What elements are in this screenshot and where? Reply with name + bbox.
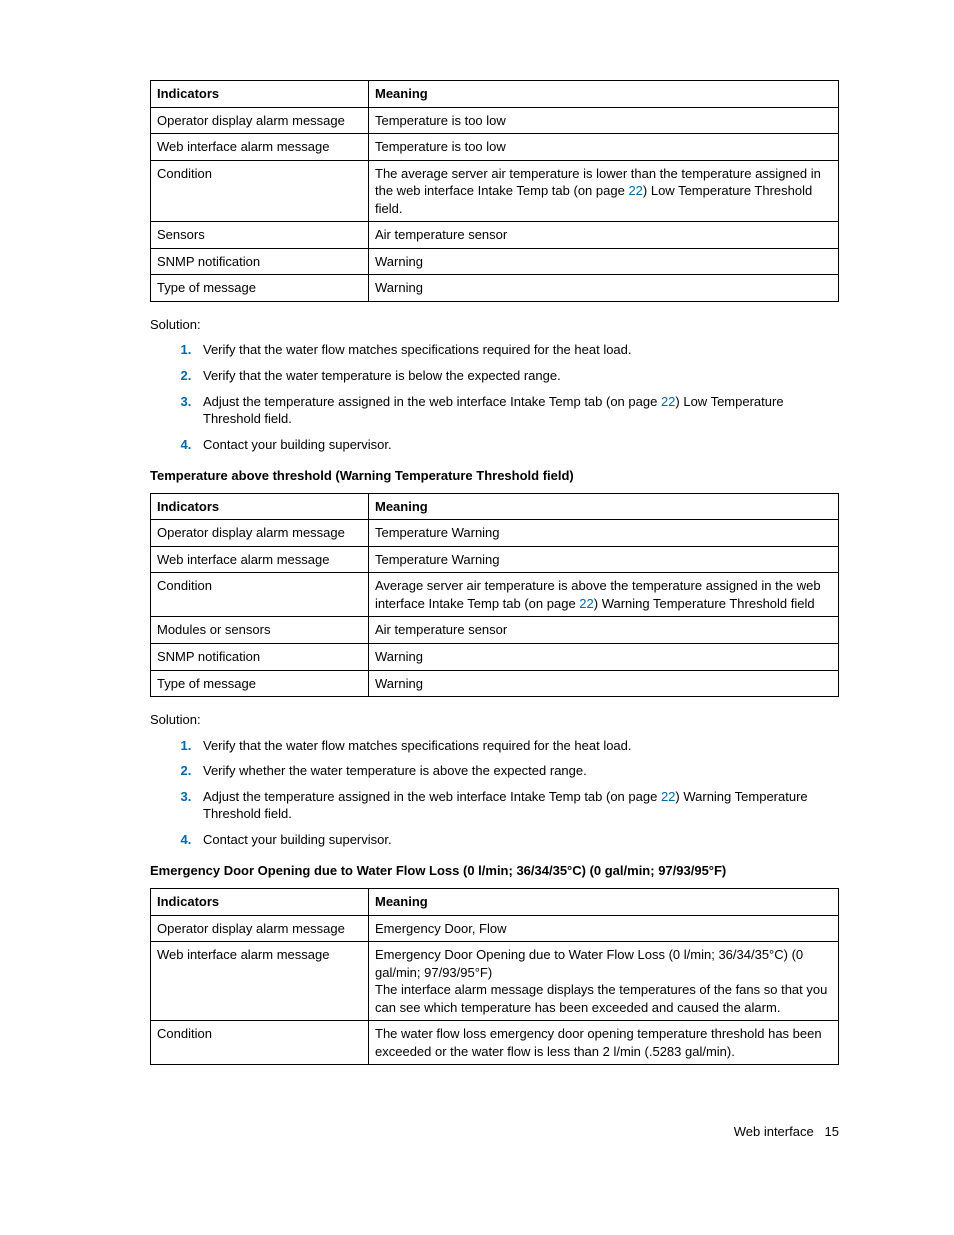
list-item: Adjust the temperature assigned in the w… bbox=[195, 788, 839, 823]
table-row: Modules or sensorsAir temperature sensor bbox=[151, 617, 839, 644]
footer-page: 15 bbox=[825, 1124, 839, 1139]
table-row: SNMP notificationWarning bbox=[151, 644, 839, 671]
th-meaning: Meaning bbox=[369, 888, 839, 915]
page-link[interactable]: 22 bbox=[661, 789, 675, 804]
page-link[interactable]: 22 bbox=[661, 394, 675, 409]
indicators-table-1: Indicators Meaning Operator display alar… bbox=[150, 80, 839, 302]
th-indicators: Indicators bbox=[151, 888, 369, 915]
table-row: Operator display alarm messageEmergency … bbox=[151, 915, 839, 942]
table-row: Type of messageWarning bbox=[151, 670, 839, 697]
page-link[interactable]: 22 bbox=[628, 183, 642, 198]
solution-list-1: Verify that the water flow matches speci… bbox=[150, 341, 839, 453]
list-item: Adjust the temperature assigned in the w… bbox=[195, 393, 839, 428]
section-heading: Temperature above threshold (Warning Tem… bbox=[150, 467, 839, 485]
section-heading: Emergency Door Opening due to Water Flow… bbox=[150, 862, 839, 880]
th-indicators: Indicators bbox=[151, 81, 369, 108]
list-item: Verify that the water flow matches speci… bbox=[195, 341, 839, 359]
page-link[interactable]: 22 bbox=[579, 596, 593, 611]
solution-list-2: Verify that the water flow matches speci… bbox=[150, 737, 839, 849]
list-item: Verify that the water temperature is bel… bbox=[195, 367, 839, 385]
table-row: Operator display alarm messageTemperatur… bbox=[151, 107, 839, 134]
table-row: Web interface alarm messageTemperature W… bbox=[151, 546, 839, 573]
list-item: Contact your building supervisor. bbox=[195, 436, 839, 454]
table-row: ConditionThe average server air temperat… bbox=[151, 160, 839, 222]
table-row: ConditionAverage server air temperature … bbox=[151, 573, 839, 617]
solution-label: Solution: bbox=[150, 316, 839, 334]
table-row: ConditionThe water flow loss emergency d… bbox=[151, 1021, 839, 1065]
table-row: Type of messageWarning bbox=[151, 275, 839, 302]
table-row: Operator display alarm messageTemperatur… bbox=[151, 520, 839, 547]
footer-label: Web interface bbox=[734, 1124, 814, 1139]
list-item: Verify whether the water temperature is … bbox=[195, 762, 839, 780]
indicators-table-3: Indicators Meaning Operator display alar… bbox=[150, 888, 839, 1065]
table-row: Web interface alarm messageTemperature i… bbox=[151, 134, 839, 161]
th-meaning: Meaning bbox=[369, 493, 839, 520]
table-row: SensorsAir temperature sensor bbox=[151, 222, 839, 249]
th-indicators: Indicators bbox=[151, 493, 369, 520]
solution-label: Solution: bbox=[150, 711, 839, 729]
th-meaning: Meaning bbox=[369, 81, 839, 108]
table-row: Web interface alarm messageEmergency Doo… bbox=[151, 942, 839, 1021]
list-item: Verify that the water flow matches speci… bbox=[195, 737, 839, 755]
page-footer: Web interface 15 bbox=[150, 1123, 839, 1141]
indicators-table-2: Indicators Meaning Operator display alar… bbox=[150, 493, 839, 697]
list-item: Contact your building supervisor. bbox=[195, 831, 839, 849]
table-row: SNMP notificationWarning bbox=[151, 248, 839, 275]
